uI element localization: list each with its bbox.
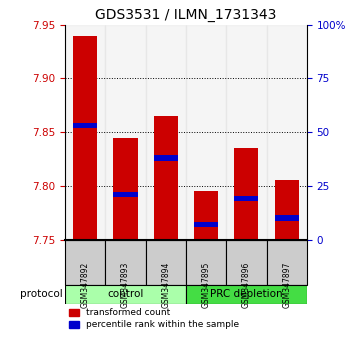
Bar — [113, 138, 138, 240]
Bar — [154, 155, 178, 161]
Bar — [234, 196, 258, 201]
Bar — [65, 25, 105, 240]
Text: GSM347892: GSM347892 — [81, 262, 90, 308]
FancyBboxPatch shape — [145, 240, 186, 285]
Text: control: control — [107, 289, 144, 299]
Text: GSM347897: GSM347897 — [282, 262, 291, 308]
Bar — [73, 123, 97, 129]
Bar — [266, 25, 307, 240]
FancyBboxPatch shape — [186, 285, 307, 304]
Text: GSM347895: GSM347895 — [201, 262, 210, 308]
Text: GSM347894: GSM347894 — [161, 262, 170, 308]
Bar — [145, 25, 186, 240]
FancyBboxPatch shape — [266, 240, 307, 285]
Bar — [194, 191, 218, 240]
Bar — [154, 116, 178, 240]
Bar — [113, 192, 138, 197]
Bar — [73, 35, 97, 240]
FancyBboxPatch shape — [65, 285, 186, 304]
FancyBboxPatch shape — [105, 240, 145, 285]
Legend: transformed count, percentile rank within the sample: transformed count, percentile rank withi… — [70, 308, 239, 329]
Bar — [186, 25, 226, 240]
Text: GSM347896: GSM347896 — [242, 262, 251, 308]
Bar — [234, 148, 258, 240]
Text: protocol: protocol — [20, 289, 63, 299]
FancyBboxPatch shape — [226, 240, 266, 285]
Text: GSM347893: GSM347893 — [121, 262, 130, 308]
Bar — [194, 222, 218, 227]
FancyBboxPatch shape — [186, 240, 226, 285]
Text: PRC depletion: PRC depletion — [210, 289, 283, 299]
Title: GDS3531 / ILMN_1731343: GDS3531 / ILMN_1731343 — [95, 8, 277, 22]
Bar — [226, 25, 266, 240]
Bar — [105, 25, 145, 240]
Bar — [275, 215, 299, 221]
FancyBboxPatch shape — [65, 240, 105, 285]
Bar — [275, 181, 299, 240]
